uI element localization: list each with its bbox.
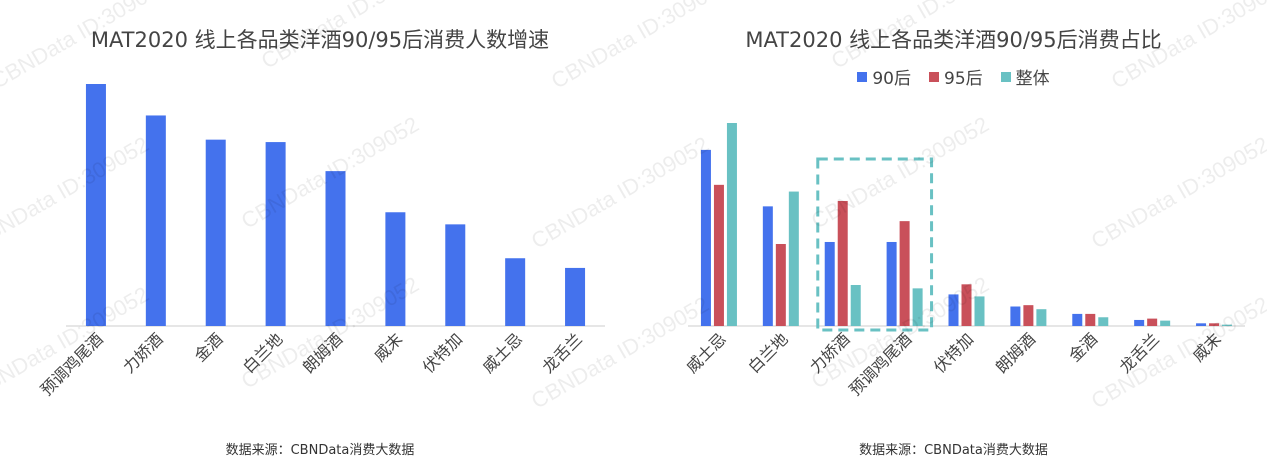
share-bar (1222, 324, 1233, 326)
share-category-label: 朗姆酒 (992, 329, 1039, 376)
legend-swatch-overall (1000, 71, 1011, 82)
legend-item-90: 90后 (857, 64, 911, 89)
legend-label-90: 90后 (872, 69, 911, 89)
legend-swatch-90 (857, 71, 868, 82)
growth-chart-source: 数据来源：CBNData消费大数据 (225, 443, 415, 458)
share-bar (1010, 306, 1021, 326)
growth-bar (445, 224, 466, 326)
growth-bar (145, 115, 166, 327)
growth-chart-panel: MAT2020 线上各品类洋酒90/95后消费人数增速 预调鸡尾酒 力娇酒 金酒 白兰… (37, 28, 605, 458)
share-category-label: 力娇酒 (806, 329, 853, 376)
growth-chart-title: MAT2020 线上各品类洋酒90/95后消费人数增速 (90, 28, 550, 52)
share-bar (775, 243, 786, 326)
share-bar (1072, 313, 1083, 326)
growth-bar (205, 139, 226, 326)
share-chart-title: MAT2020 线上各品类洋酒90/95后消费占比 (745, 28, 1162, 52)
share-bar (948, 294, 959, 326)
growth-chart-svg: 预调鸡尾酒 力娇酒 金酒 白兰地 朗姆酒 威末 伏特加 威士忌 龙舌兰 (37, 84, 605, 399)
share-category-label: 威士忌 (682, 329, 729, 376)
growth-bar (565, 267, 586, 326)
growth-category-label: 金酒 (190, 329, 226, 365)
share-chart-legend: 90后 95后 整体 (640, 64, 1267, 89)
share-bar (713, 184, 724, 326)
share-bar (700, 149, 711, 326)
share-bar (1134, 319, 1145, 326)
legend-item-95: 95后 (929, 64, 983, 89)
growth-category-label: 白兰地 (239, 329, 286, 376)
share-bar (886, 241, 897, 326)
growth-bar (265, 142, 286, 326)
growth-category-label: 龙舌兰 (538, 329, 585, 376)
share-bar (1085, 313, 1096, 326)
share-category-label: 金酒 (1065, 329, 1101, 365)
growth-bar (325, 171, 346, 326)
share-category-label: 伏特加 (930, 329, 977, 376)
growth-category-label: 力娇酒 (119, 329, 166, 376)
share-bar (974, 296, 985, 326)
highlight-box (816, 157, 934, 332)
share-bar (824, 241, 835, 326)
growth-category-label: 威士忌 (479, 329, 526, 376)
growth-bar (385, 212, 406, 326)
share-bar (1036, 309, 1047, 326)
share-bar (912, 288, 923, 326)
share-bar (1098, 317, 1109, 326)
share-bar (788, 191, 799, 326)
share-bar (1160, 320, 1171, 326)
growth-category-label: 伏特加 (419, 329, 466, 376)
share-bar (850, 284, 861, 326)
share-category-label: 白兰地 (744, 329, 791, 376)
share-bar (762, 206, 773, 326)
growth-bar (85, 84, 106, 326)
share-bar (1023, 305, 1034, 326)
share-bar (837, 200, 848, 326)
share-category-label: 预调鸡尾酒 (845, 329, 915, 399)
legend-item-overall: 整体 (1000, 64, 1050, 89)
share-chart-panel: MAT2020 线上各品类洋酒90/95后消费占比 90后 95后 整体 威士忌… (640, 0, 1267, 475)
share-category-label: 龙舌兰 (1116, 329, 1163, 376)
share-bar (1209, 323, 1220, 326)
share-bar (1196, 323, 1207, 326)
share-bar (726, 123, 737, 326)
share-category-label: 威末 (1189, 329, 1225, 365)
growth-category-label: 威末 (370, 329, 406, 365)
growth-category-label: 预调鸡尾酒 (37, 329, 107, 399)
legend-swatch-95 (929, 71, 939, 82)
share-chart-source: 数据来源：CBNData消费大数据 (859, 443, 1048, 458)
growth-category-label: 朗姆酒 (299, 329, 346, 376)
legend-label-95: 95后 (944, 69, 983, 89)
share-bar (1147, 318, 1158, 326)
growth-bar (505, 258, 526, 326)
legend-label-overall: 整体 (1015, 69, 1050, 89)
share-bar (961, 284, 972, 326)
share-bar (899, 221, 910, 326)
